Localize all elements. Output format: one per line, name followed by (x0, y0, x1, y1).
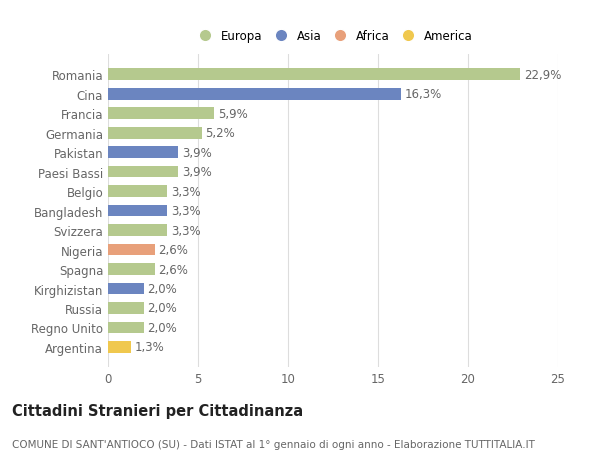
Text: 2,6%: 2,6% (158, 244, 188, 257)
Text: 2,0%: 2,0% (148, 282, 178, 295)
Bar (108, 147, 178, 159)
Bar (108, 186, 167, 197)
Bar (108, 128, 202, 139)
Text: 2,0%: 2,0% (148, 302, 178, 315)
Text: 3,3%: 3,3% (171, 205, 200, 218)
Legend: Europa, Asia, Africa, America: Europa, Asia, Africa, America (190, 27, 476, 47)
Bar (108, 69, 520, 81)
Text: 3,3%: 3,3% (171, 185, 200, 198)
Text: 2,6%: 2,6% (158, 263, 188, 276)
Text: 3,9%: 3,9% (182, 166, 212, 179)
Bar (108, 283, 144, 295)
Bar (108, 302, 144, 314)
Bar (108, 108, 214, 120)
Text: 3,9%: 3,9% (182, 146, 212, 159)
Text: COMUNE DI SANT'ANTIOCO (SU) - Dati ISTAT al 1° gennaio di ogni anno - Elaborazio: COMUNE DI SANT'ANTIOCO (SU) - Dati ISTAT… (12, 440, 535, 449)
Text: Cittadini Stranieri per Cittadinanza: Cittadini Stranieri per Cittadinanza (12, 403, 303, 419)
Bar (108, 225, 167, 236)
Bar (108, 205, 167, 217)
Bar (108, 322, 144, 334)
Text: 5,2%: 5,2% (205, 127, 235, 140)
Bar (108, 167, 178, 178)
Text: 22,9%: 22,9% (524, 68, 561, 82)
Text: 5,9%: 5,9% (218, 107, 248, 120)
Bar (108, 244, 155, 256)
Text: 2,0%: 2,0% (148, 321, 178, 334)
Bar (108, 89, 401, 101)
Text: 3,3%: 3,3% (171, 224, 200, 237)
Bar (108, 341, 131, 353)
Bar (108, 263, 155, 275)
Text: 16,3%: 16,3% (405, 88, 442, 101)
Text: 1,3%: 1,3% (135, 341, 165, 354)
